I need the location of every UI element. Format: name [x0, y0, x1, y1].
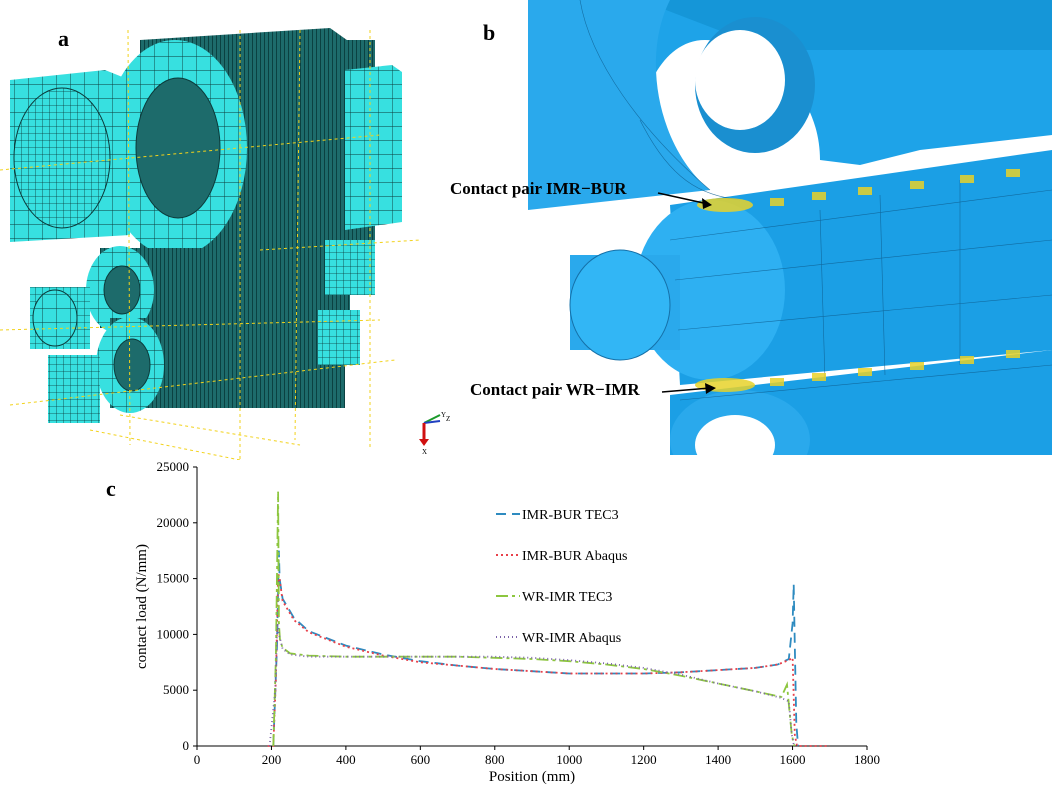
- x-tick-label: 0: [194, 752, 201, 767]
- legend-label-3: WR-IMR Abaqus: [522, 631, 621, 646]
- y-tick-label: 15000: [157, 571, 190, 586]
- panel-b-letter: b: [483, 20, 496, 45]
- chart-axes: 0 200 400 600 800 1000 1200 1400 1600 1800 0 5000 10…: [157, 460, 881, 767]
- x-tick-label: 800: [485, 752, 505, 767]
- chart-series-layer: [267, 491, 830, 747]
- arrow-imr-bur: [657, 192, 709, 205]
- arrow-wr-imr: [661, 387, 711, 393]
- x-tick-label: 200: [262, 752, 282, 767]
- chart-legend: IMR-BUR TEC3 IMR-BUR Abaqus WR-IMR TEC3 WR-…: [496, 508, 627, 646]
- x-tick-label: 1800: [854, 752, 880, 767]
- legend-label-0: IMR-BUR TEC3: [522, 508, 619, 523]
- panel-a-letter: a: [58, 26, 69, 51]
- y-tick-label: 5000: [163, 682, 189, 697]
- panel-c: c 0 200 400 600 800 1000 1200 1400 1600 1800 0 5000…: [0, 460, 1052, 794]
- y-tick-label: 10000: [157, 626, 190, 641]
- x-axis-label: Position (mm): [489, 769, 575, 785]
- y-tick-label: 0: [183, 738, 190, 753]
- contact-load-chart: 0 200 400 600 800 1000 1200 1400 1600 1800 0 5000 10…: [134, 460, 881, 785]
- triad-z-label: Z: [446, 415, 450, 423]
- triad-y-label: Y: [441, 411, 446, 419]
- series-line-0: [272, 550, 799, 747]
- x-tick-label: 600: [411, 752, 431, 767]
- label-contact-imr-bur: Contact pair IMR−BUR: [450, 179, 627, 198]
- label-contact-wr-imr: Contact pair WR−IMR: [470, 380, 640, 399]
- x-tick-label: 400: [336, 752, 356, 767]
- panel-a-mesh-image: [0, 28, 421, 460]
- panel-b-render-image: Contact pair IMR−BUR Contact pair WR−IMR: [450, 0, 1052, 455]
- x-tick-label: 1600: [780, 752, 806, 767]
- x-tick-label: 1400: [705, 752, 731, 767]
- panel-c-letter: c: [106, 476, 116, 501]
- x-tick-label: 1200: [631, 752, 657, 767]
- legend-label-2: WR-IMR TEC3: [522, 590, 612, 605]
- triad-x-label: X: [422, 448, 427, 455]
- x-tick-label: 1000: [556, 752, 582, 767]
- coordinate-triad-icon: Y Z X: [419, 411, 450, 455]
- series-line-1: [267, 572, 830, 747]
- legend-label-1: IMR-BUR Abaqus: [522, 549, 627, 564]
- panel-a: a: [0, 0, 470, 460]
- y-axis-label: contact load (N/mm): [134, 544, 150, 669]
- y-tick-label: 20000: [157, 515, 190, 530]
- panel-b: Contact pair IMR−BUR Contact pair WR−IMR…: [440, 0, 1052, 455]
- series-line-2: [272, 491, 796, 747]
- y-tick-label: 25000: [157, 460, 190, 474]
